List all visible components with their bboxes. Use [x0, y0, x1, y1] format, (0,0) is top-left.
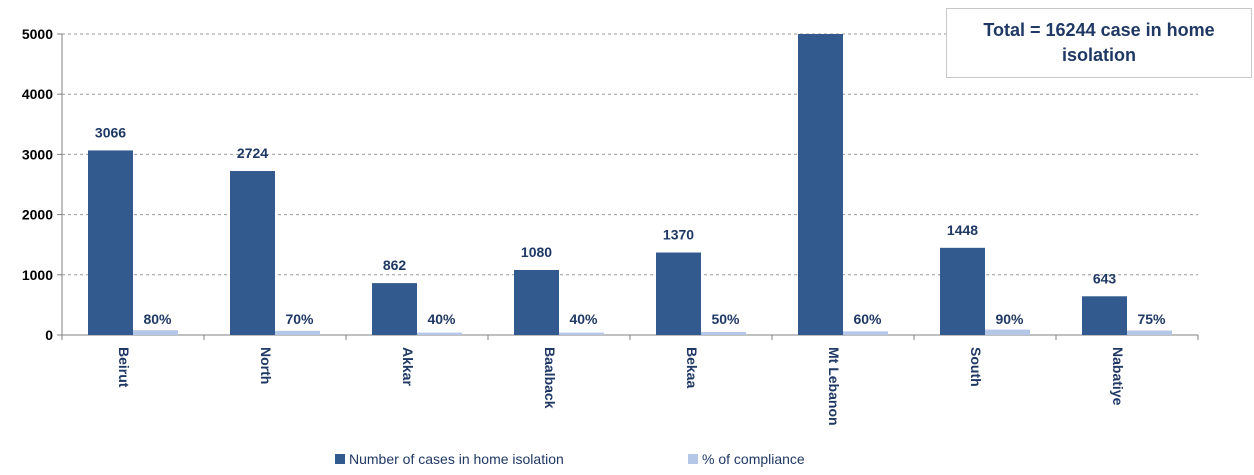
data-label-compliance: 75% [1137, 311, 1166, 327]
data-label-compliance: 70% [285, 311, 314, 327]
category-label: Baalback [542, 347, 558, 409]
bar-cases [798, 34, 843, 335]
data-label-cases: 862 [383, 257, 407, 273]
y-tick-label: 0 [45, 327, 53, 343]
data-label-cases: 1370 [663, 227, 694, 243]
bar-cases [230, 171, 275, 335]
y-tick-label: 3000 [22, 146, 53, 162]
bar-cases [940, 247, 985, 335]
bar-compliance [1127, 330, 1172, 335]
bar-cases [88, 150, 133, 335]
category-label: Nabatiye [1110, 347, 1126, 406]
data-label-cases: 3066 [95, 124, 126, 140]
data-label-cases: 1448 [947, 222, 978, 238]
y-tick-label: 4000 [22, 86, 53, 102]
bar-compliance [843, 331, 888, 335]
legend-swatch [688, 454, 698, 464]
category-label: Akkar [400, 347, 416, 386]
legend-swatch [335, 454, 345, 464]
category-label: North [258, 347, 274, 384]
bar-compliance [701, 331, 746, 335]
bar-compliance [985, 329, 1030, 335]
total-annotation-text: Total = 16244 case in home isolation [983, 19, 1215, 65]
bar-cases [372, 283, 417, 335]
total-annotation: Total = 16244 case in home isolation [946, 8, 1252, 78]
bar-cases [514, 269, 559, 335]
y-tick-label: 1000 [22, 267, 53, 283]
data-label-cases: 1080 [521, 244, 552, 260]
legend-label: Number of cases in home isolation [349, 451, 564, 467]
y-tick-label: 5000 [22, 26, 53, 42]
bar-compliance [417, 332, 462, 335]
data-label-compliance: 80% [143, 311, 172, 327]
category-label: Beirut [116, 347, 132, 388]
data-label-compliance: 50% [711, 311, 740, 327]
data-label-compliance: 40% [427, 311, 456, 327]
bar-compliance [559, 332, 604, 335]
category-label: Bekaa [684, 347, 700, 388]
bar-cases [1082, 296, 1127, 335]
bar-compliance [133, 330, 178, 335]
y-tick-label: 2000 [22, 207, 53, 223]
bar-cases [656, 252, 701, 335]
category-label: South [968, 347, 984, 387]
legend-label: % of compliance [702, 451, 805, 467]
data-label-compliance: 40% [569, 311, 598, 327]
data-label-compliance: 90% [995, 311, 1024, 327]
data-label-cases: 2724 [237, 145, 268, 161]
data-label-compliance: 60% [853, 311, 882, 327]
category-label: Mt Lebanon [826, 347, 842, 426]
bar-compliance [275, 330, 320, 335]
data-label-cases: 643 [1093, 270, 1117, 286]
